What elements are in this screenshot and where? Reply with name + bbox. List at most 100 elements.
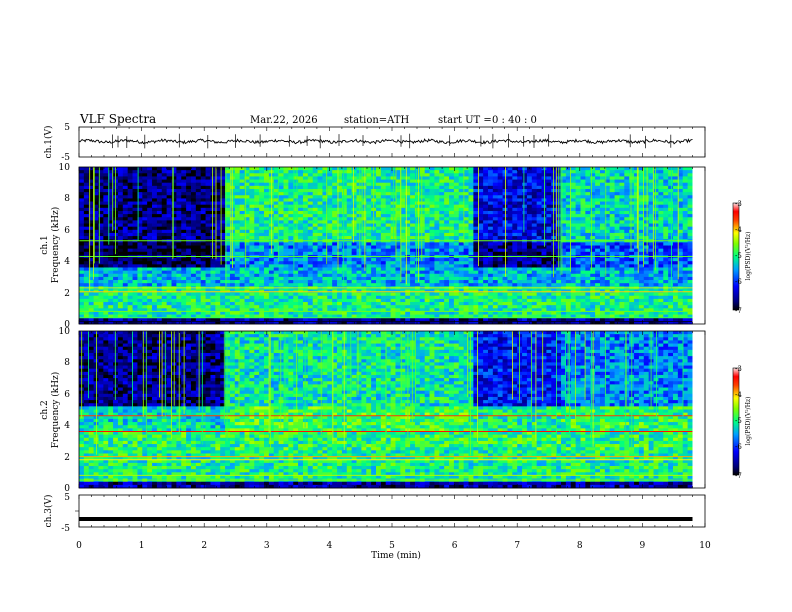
spectrogram-cell — [487, 179, 494, 184]
spectrogram-cell — [108, 258, 114, 262]
spectrogram-cell — [103, 320, 109, 325]
spectrogram-cell — [161, 276, 168, 281]
spectrogram-cell — [166, 170, 172, 174]
spectrogram-cell — [390, 267, 396, 272]
spectrogram-cell — [541, 185, 547, 190]
spectrogram-cell — [458, 232, 465, 237]
spectrogram-cell — [337, 258, 343, 262]
spectrogram-cell — [195, 289, 202, 293]
spectrogram-cell — [195, 305, 202, 309]
spectrogram-cell — [317, 173, 323, 177]
spectrogram-cell — [536, 179, 542, 184]
spectrogram-cell — [332, 292, 338, 297]
spectrogram-cell — [322, 314, 328, 319]
spectrogram-cell — [332, 217, 338, 221]
spectrogram-cell — [483, 305, 489, 309]
spectrogram-cell — [83, 273, 90, 278]
spectrogram-cell — [337, 232, 343, 237]
spectrogram-cell — [327, 308, 333, 312]
spectrogram-cell — [83, 311, 90, 315]
spectrogram-cell — [239, 207, 245, 212]
spectrogram-cell — [546, 220, 552, 224]
spectrogram-cell — [497, 270, 503, 275]
spectrogram-cell — [449, 242, 455, 246]
spectrogram-cell — [288, 214, 294, 218]
spectrogram-cell — [122, 295, 129, 300]
spectrogram-cell — [507, 305, 513, 309]
spectrogram-cell — [215, 317, 221, 322]
spectrogram-cell — [346, 292, 353, 297]
spectrogram-cell — [152, 167, 158, 171]
spectrogram-cell — [249, 308, 255, 312]
spectrogram-cell — [239, 179, 245, 184]
spectrogram-cell — [176, 198, 182, 202]
spectrogram-cell — [346, 289, 353, 293]
spectrogram-cell — [176, 226, 182, 231]
spectrogram-cell — [517, 295, 523, 300]
spectrogram-cell — [79, 267, 85, 272]
spectrogram-cell — [546, 179, 552, 184]
spectrogram-cell — [546, 201, 552, 206]
spectrogram-cell — [434, 276, 440, 281]
spectrogram-cell — [239, 305, 245, 309]
spectrogram-cell — [492, 226, 499, 231]
spectrogram-cell — [414, 283, 421, 287]
spectrogram-cell — [473, 201, 479, 206]
spectrogram-cell — [244, 204, 250, 209]
spectrogram-cell — [225, 292, 231, 297]
spectrogram-cell — [419, 229, 426, 234]
spectrogram-cell — [132, 311, 138, 315]
spectrogram-cell — [83, 223, 90, 228]
spectrogram-cell — [395, 295, 401, 300]
spectrogram-cell — [312, 226, 318, 231]
spectrogram-cell — [166, 220, 172, 224]
spectrogram-cell — [152, 207, 158, 212]
spectrogram-cell — [434, 232, 440, 237]
spectrogram-cell — [98, 298, 104, 303]
spectrogram-cell — [526, 251, 533, 256]
spectrogram-cell — [541, 280, 547, 284]
spectrogram-cell — [376, 302, 382, 306]
spectrogram-cell — [259, 248, 265, 253]
spectrogram-cell — [546, 292, 552, 297]
spectrogram-cell — [122, 220, 129, 224]
spectrogram-cell — [390, 188, 396, 193]
spectrogram-cell — [254, 188, 260, 193]
spectrogram-cell — [205, 167, 211, 171]
spectrogram-cell — [429, 251, 435, 256]
spectrogram-cell — [478, 311, 484, 315]
spectrogram-cell — [361, 305, 367, 309]
spectrogram-cell — [137, 179, 143, 184]
spectrogram-cell — [132, 214, 138, 218]
spectrogram-cell — [176, 195, 182, 199]
spectrogram-cell — [152, 201, 158, 206]
spectrogram-cell — [278, 226, 284, 231]
spectrogram-cell — [225, 289, 231, 293]
spectrogram-cell — [137, 220, 143, 224]
spectrogram-cell — [83, 195, 90, 199]
spectrogram-cell — [531, 245, 538, 250]
spectrogram-cell — [444, 270, 450, 275]
spectrogram-cell — [517, 167, 523, 171]
spectrogram-cell — [79, 317, 85, 322]
spectrogram-cell — [254, 261, 260, 265]
spectrogram-cell — [453, 308, 460, 312]
spectrogram-cell — [517, 245, 523, 250]
spectrogram-cell — [288, 276, 294, 281]
spectrogram-cell — [492, 182, 499, 187]
spectrogram-cell — [410, 314, 416, 319]
spectrogram-cell — [195, 276, 202, 281]
spectrogram-cell — [395, 210, 401, 215]
spectrogram-cell — [278, 170, 284, 174]
spectrogram-cell — [220, 270, 226, 275]
spectrogram-cell — [176, 264, 182, 268]
spectrogram-cell — [249, 223, 255, 228]
spectrogram-cell — [366, 173, 372, 177]
spectrogram-cell — [171, 283, 177, 287]
spectrogram-cell — [215, 295, 221, 300]
spectrogram-cell — [473, 258, 479, 262]
spectrogram-cell — [366, 236, 372, 240]
spectrogram-cell — [507, 188, 513, 193]
spectrogram-cell — [312, 173, 318, 177]
spectrogram-cell — [225, 207, 231, 212]
